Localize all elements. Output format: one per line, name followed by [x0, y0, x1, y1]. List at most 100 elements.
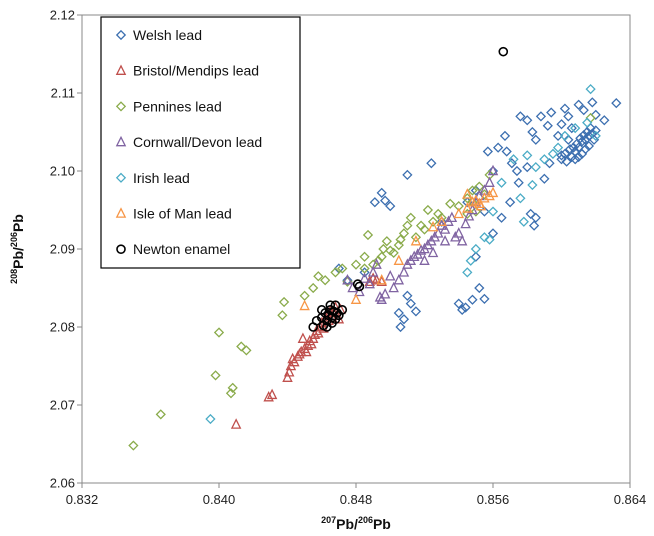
data-point [518, 216, 529, 227]
data-point [561, 156, 572, 167]
data-point [241, 345, 252, 356]
data-point [463, 209, 475, 221]
data-point [402, 290, 413, 301]
data-point [236, 341, 247, 352]
legend-item: Bristol/Mendips lead [115, 63, 259, 79]
series-cornwall-devon-lead [342, 164, 499, 304]
data-point [128, 440, 139, 451]
x-tick-label: 0.832 [66, 492, 99, 507]
data-point [337, 263, 348, 274]
data-point [465, 255, 476, 266]
data-point [496, 177, 507, 188]
data-point [493, 142, 504, 153]
data-point [316, 305, 327, 315]
legend-item: Cornwall/Devon lead [115, 134, 262, 150]
data-point [482, 146, 493, 157]
data-point [398, 314, 410, 325]
data-point [467, 294, 478, 305]
legend-marker [115, 207, 127, 218]
data-point [266, 388, 278, 400]
series-irish-lead [205, 83, 601, 425]
data-point [306, 337, 317, 349]
data-point [530, 212, 541, 223]
data-point [542, 120, 553, 131]
data-point [364, 277, 375, 289]
data-point [427, 246, 439, 258]
data-point [564, 144, 576, 155]
data-point [436, 215, 447, 226]
data-point [405, 298, 416, 309]
data-point [427, 220, 439, 232]
data-point [479, 189, 490, 200]
data-point [395, 321, 406, 333]
data-point [590, 125, 601, 136]
data-point [378, 243, 389, 255]
data-point [582, 126, 593, 138]
data-point [352, 279, 363, 289]
y-tick-label: 2.12 [50, 8, 75, 23]
data-point [359, 272, 370, 283]
data-point [359, 267, 370, 278]
y-tick-label: 2.09 [50, 242, 75, 257]
data-point [439, 234, 451, 246]
data-point [415, 244, 427, 255]
y-tick-label: 2.07 [50, 398, 75, 413]
data-point [393, 307, 404, 319]
data-point [575, 133, 586, 144]
data-point [530, 161, 541, 173]
data-point [439, 223, 451, 234]
data-point [354, 281, 365, 292]
data-point [585, 83, 596, 95]
data-point [299, 290, 310, 301]
data-point [505, 197, 516, 208]
data-point [585, 112, 596, 124]
data-point [359, 251, 370, 262]
data-point [419, 224, 430, 235]
data-point [402, 220, 413, 231]
x-tick-label: 0.848 [340, 492, 373, 507]
data-point [371, 258, 382, 269]
data-point [528, 220, 540, 231]
data-point [460, 302, 471, 313]
data-point [462, 202, 473, 213]
data-point [388, 281, 399, 293]
data-point [393, 273, 405, 285]
legend-marker [115, 64, 127, 75]
data-point [547, 148, 559, 159]
legend-label: Cornwall/Devon lead [133, 134, 262, 150]
data-point [544, 158, 555, 169]
legend-label: Pennines lead [133, 98, 222, 114]
data-point [367, 266, 379, 277]
legend-label: Bristol/Mendips lead [133, 63, 259, 79]
data-point [398, 266, 410, 277]
data-point [410, 234, 422, 246]
legend-item: Irish lead [115, 170, 190, 186]
data-point [570, 122, 581, 134]
data-point [371, 273, 382, 285]
data-point [559, 130, 571, 142]
data-point [410, 232, 422, 243]
data-point [515, 193, 526, 204]
data-point [369, 197, 380, 208]
data-point [205, 413, 216, 425]
data-point [210, 370, 221, 381]
y-tick-label: 2.06 [50, 476, 75, 491]
data-point [552, 142, 564, 153]
data-point [563, 111, 574, 122]
data-point [566, 122, 577, 134]
data-point [499, 130, 511, 142]
data-point [350, 293, 362, 304]
data-point [263, 390, 274, 402]
legend-item: Isle of Man lead [115, 206, 232, 222]
data-point [376, 187, 387, 198]
data-point [539, 154, 550, 165]
data-point [426, 158, 437, 169]
data-point [379, 195, 391, 206]
data-point [590, 109, 601, 120]
data-point [515, 111, 526, 122]
data-point [522, 115, 533, 126]
data-point [470, 194, 482, 205]
legend-marker [115, 135, 127, 147]
series-bristol-mendips-lead [230, 272, 387, 429]
